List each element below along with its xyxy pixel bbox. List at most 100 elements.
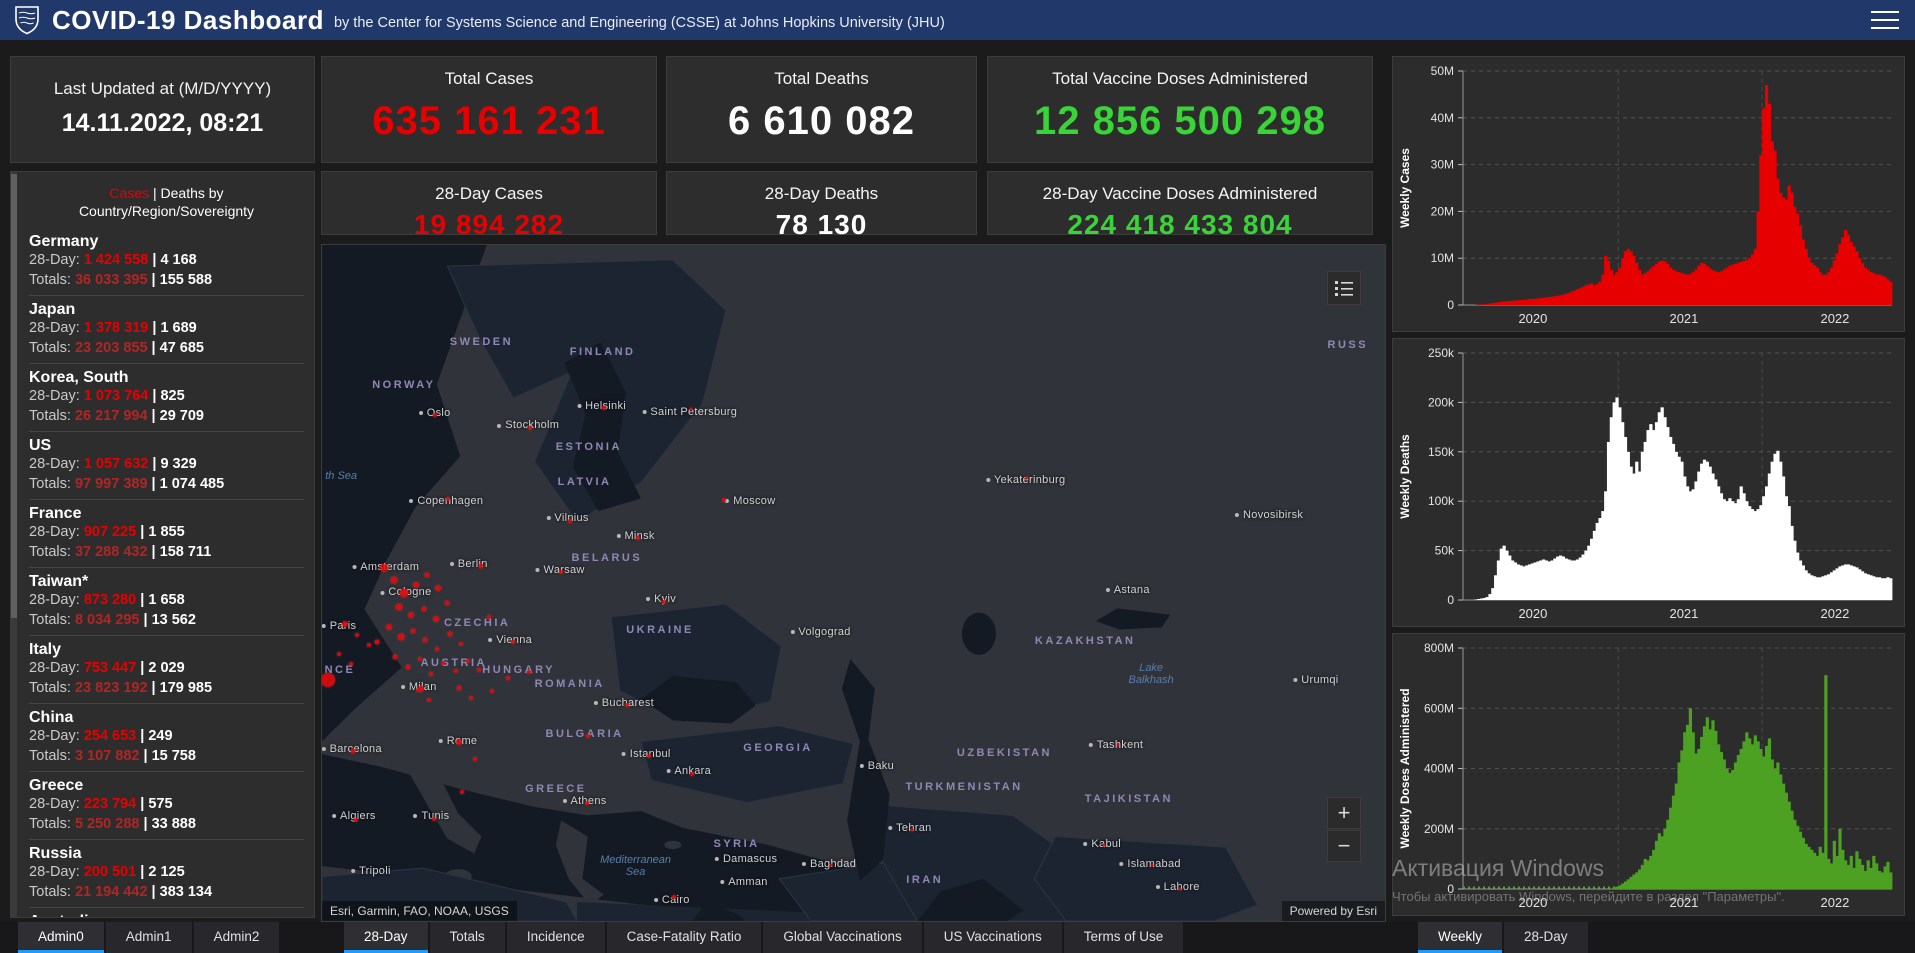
case-cluster-marker[interactable] — [477, 667, 482, 672]
case-cluster-marker[interactable] — [1025, 476, 1029, 480]
case-cluster-marker[interactable] — [395, 603, 403, 611]
case-cluster-marker[interactable] — [434, 585, 441, 592]
case-cluster-marker[interactable] — [417, 686, 424, 693]
tab-case-fatality-ratio[interactable]: Case-Fatality Ratio — [606, 922, 762, 953]
case-cluster-marker[interactable] — [635, 536, 640, 541]
case-cluster-marker[interactable] — [1178, 887, 1182, 891]
case-cluster-marker[interactable] — [446, 496, 451, 501]
case-cluster-marker[interactable] — [559, 570, 564, 575]
case-cluster-marker[interactable] — [432, 413, 437, 418]
scrollbar-thumb[interactable] — [11, 174, 17, 618]
case-cluster-marker[interactable] — [429, 672, 434, 677]
case-cluster-marker[interactable] — [405, 664, 411, 670]
case-cluster-marker[interactable] — [1116, 743, 1120, 747]
country-list-item[interactable]: France 28-Day: 907 225 | 1 855 Totals: 37 … — [29, 499, 304, 567]
case-cluster-marker[interactable] — [431, 816, 436, 821]
case-cluster-marker[interactable] — [910, 828, 914, 832]
country-list-item[interactable]: China 28-Day: 254 653 | 249 Totals: 3 107 … — [29, 703, 304, 771]
country-list-item[interactable]: Korea, South 28-Day: 1 073 764 | 825 Total… — [29, 363, 304, 431]
case-cluster-marker[interactable] — [721, 497, 726, 502]
country-list-item[interactable]: US 28-Day: 1 057 632 | 9 329 Totals: 97 99… — [29, 431, 304, 499]
case-cluster-marker[interactable] — [421, 606, 427, 612]
case-cluster-marker[interactable] — [392, 654, 398, 660]
legend-button[interactable] — [1327, 271, 1361, 305]
case-cluster-marker[interactable] — [1150, 863, 1154, 867]
country-list-item[interactable]: Japan 28-Day: 1 378 319 | 1 689 Totals: 23… — [29, 295, 304, 363]
case-cluster-marker[interactable] — [647, 754, 652, 759]
case-cluster-marker[interactable] — [459, 641, 464, 646]
case-cluster-marker[interactable] — [1102, 843, 1106, 847]
case-cluster-marker[interactable] — [354, 817, 359, 822]
case-cluster-marker[interactable] — [337, 651, 341, 656]
case-cluster-marker[interactable] — [412, 582, 419, 589]
case-cluster-marker[interactable] — [366, 643, 371, 648]
tab-terms-of-use[interactable]: Terms of Use — [1063, 922, 1184, 953]
map-zoom-in-button[interactable]: + — [1327, 797, 1361, 829]
case-cluster-marker[interactable] — [528, 425, 533, 430]
map-zoom-out-button[interactable]: − — [1327, 830, 1361, 862]
country-list-item[interactable]: Taiwan* 28-Day: 873 280 | 1 658 Totals: 8 … — [29, 567, 304, 635]
case-cluster-marker[interactable] — [567, 518, 572, 523]
country-list-item[interactable]: Australia28-Day: 162 480 | 325Totals: | — [29, 907, 304, 917]
country-list-item[interactable]: Italy 28-Day: 753 447 | 2 029 Totals: 23 8… — [29, 635, 304, 703]
case-cluster-marker[interactable] — [460, 789, 465, 794]
tab-28-day[interactable]: 28-Day — [344, 922, 428, 953]
case-cluster-marker[interactable] — [410, 628, 416, 634]
case-cluster-marker[interactable] — [486, 614, 491, 619]
tab-28-day[interactable]: 28-Day — [1504, 922, 1588, 953]
case-cluster-marker[interactable] — [415, 687, 420, 692]
country-list-item[interactable]: Russia 28-Day: 200 501 | 2 125 Totals: 21 … — [29, 839, 304, 907]
tab-global-vaccinations[interactable]: Global Vaccinations — [763, 922, 922, 953]
case-cluster-marker[interactable] — [468, 695, 473, 700]
country-list-scrollbar[interactable] — [11, 172, 17, 917]
country-list[interactable]: Germany 28-Day: 1 424 558 | 4 168 Totals: … — [11, 228, 314, 917]
case-cluster-marker[interactable] — [601, 405, 606, 410]
case-cluster-marker[interactable] — [342, 620, 349, 627]
case-cluster-marker[interactable] — [506, 675, 511, 680]
case-cluster-marker[interactable] — [527, 670, 532, 675]
case-cluster-marker[interactable] — [585, 733, 590, 738]
case-cluster-marker[interactable] — [444, 600, 450, 606]
case-cluster-marker[interactable] — [584, 801, 589, 806]
country-list-item[interactable]: Germany 28-Day: 1 424 558 | 4 168 Totals: … — [29, 228, 304, 295]
case-cluster-marker[interactable] — [434, 646, 439, 651]
case-cluster-marker[interactable] — [456, 685, 462, 691]
case-cluster-marker[interactable] — [671, 895, 676, 900]
case-cluster-marker[interactable] — [424, 572, 430, 578]
case-cluster-marker[interactable] — [465, 658, 470, 663]
case-cluster-marker[interactable] — [322, 672, 336, 687]
case-cluster-marker[interactable] — [397, 633, 405, 641]
tab-totals[interactable]: Totals — [429, 922, 505, 953]
tab-admin0[interactable]: Admin0 — [18, 922, 104, 953]
case-cluster-marker[interactable] — [427, 697, 432, 702]
case-cluster-marker[interactable] — [374, 639, 380, 645]
case-cluster-marker[interactable] — [390, 576, 398, 584]
case-cluster-marker[interactable] — [417, 656, 422, 661]
case-cluster-marker[interactable] — [355, 633, 360, 638]
case-cluster-marker[interactable] — [689, 771, 694, 776]
tab-incidence[interactable]: Incidence — [506, 922, 605, 953]
menu-button[interactable] — [1871, 9, 1901, 31]
case-cluster-marker[interactable] — [441, 661, 446, 666]
case-cluster-marker[interactable] — [350, 748, 356, 754]
case-cluster-marker[interactable] — [408, 612, 415, 619]
case-cluster-marker[interactable] — [478, 563, 484, 569]
tab-admin1[interactable]: Admin1 — [105, 922, 192, 953]
case-cluster-marker[interactable] — [399, 588, 409, 598]
case-cluster-marker[interactable] — [348, 662, 353, 667]
case-cluster-marker[interactable] — [453, 668, 458, 673]
tab-weekly[interactable]: Weekly — [1418, 922, 1503, 953]
world-map[interactable]: SWEDEN FINLAND NORWAY ESTONIA LATVIA BELARUS C… — [321, 244, 1386, 922]
case-cluster-marker[interactable] — [829, 863, 833, 867]
tab-admin2[interactable]: Admin2 — [193, 922, 280, 953]
tab-us-vaccinations[interactable]: US Vaccinations — [923, 922, 1062, 953]
case-cluster-marker[interactable] — [447, 631, 453, 637]
case-cluster-marker[interactable] — [662, 599, 667, 604]
case-cluster-marker[interactable] — [625, 702, 630, 707]
case-cluster-marker[interactable] — [432, 615, 439, 622]
case-cluster-marker[interactable] — [379, 564, 388, 573]
case-cluster-marker[interactable] — [473, 756, 478, 761]
case-cluster-marker[interactable] — [490, 689, 495, 694]
case-cluster-marker[interactable] — [689, 407, 693, 411]
country-list-item[interactable]: Greece 28-Day: 223 794 | 575 Totals: 5 250… — [29, 771, 304, 839]
